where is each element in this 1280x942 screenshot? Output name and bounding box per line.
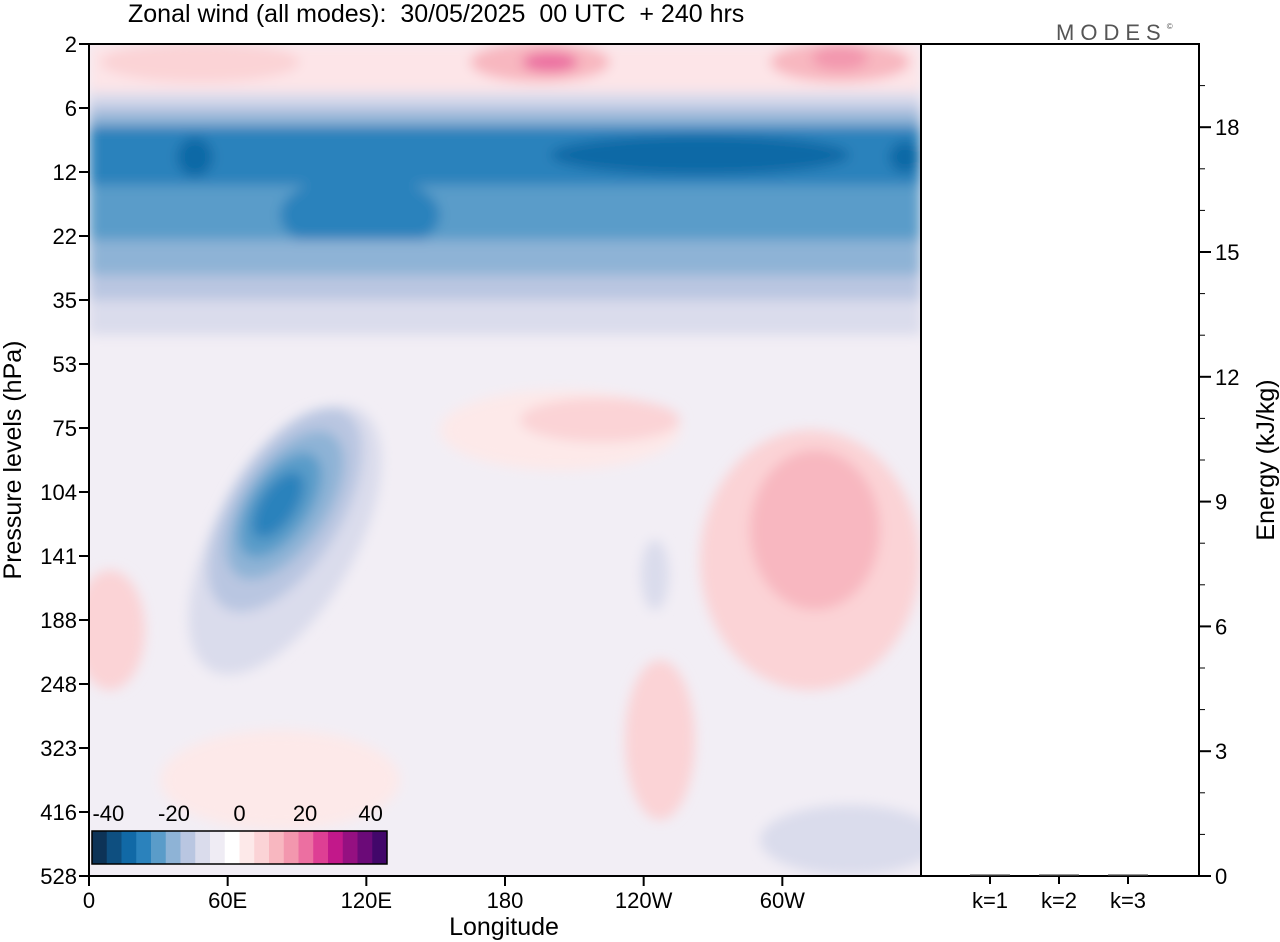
contour-pink-left	[89, 570, 145, 690]
colorbar-swatch	[210, 831, 226, 864]
x-tick-label: 60W	[760, 888, 805, 913]
chart-title: Zonal wind (all modes): 30/05/2025 00 UT…	[128, 0, 745, 28]
contour-band-lower-c	[89, 300, 921, 335]
y-tick-label: 35	[53, 288, 77, 313]
colorbar-swatch	[298, 831, 314, 864]
y-tick-label: 416	[40, 800, 77, 825]
y-tick-label: 248	[40, 672, 77, 697]
y-tick-label: 2	[65, 32, 77, 57]
colorbar-swatch	[372, 831, 388, 864]
contour-field	[89, 44, 921, 875]
contour-easterly-ext	[280, 175, 440, 255]
x-tick-label: 120E	[341, 888, 392, 913]
colorbar-swatch	[342, 831, 358, 864]
colorbar-swatch	[269, 831, 285, 864]
y-axis-energy: 0 3 6 9 12 15 18	[1199, 85, 1239, 889]
energy-bars	[970, 874, 1148, 876]
contour-easterly-core-a	[550, 135, 850, 175]
x-axis-longitude: 0 60E 120E 180 120W 60W	[83, 876, 805, 913]
brand-logo: MODES©	[1056, 20, 1173, 46]
colorbar-swatch	[195, 831, 211, 864]
contour-upper-pink-c	[522, 52, 578, 72]
y-axis-pressure: 2 6 12 22 35 53 75 104 141 188 248 323 416 528	[40, 32, 89, 889]
colorbar-swatch	[328, 831, 344, 864]
contour-pink-lower	[625, 660, 695, 820]
energy-tick-label: 6	[1215, 614, 1227, 639]
contour-transition-b	[89, 104, 921, 116]
mode-tick-label: k=1	[972, 888, 1008, 913]
colorbar-swatch	[239, 831, 255, 864]
colorbar-tick-label: 40	[358, 801, 382, 826]
energy-tick-label: 0	[1215, 864, 1227, 889]
colorbar-swatch	[313, 831, 329, 864]
contour-upper-pink-a	[100, 44, 300, 82]
colorbar-tick-label: 0	[233, 801, 245, 826]
colorbar-swatch	[92, 831, 108, 864]
colorbar-tick-label: 20	[293, 801, 317, 826]
colorbar-swatch	[224, 831, 240, 864]
energy-tick-label: 3	[1215, 739, 1227, 764]
colorbar-tick-label: -20	[158, 801, 190, 826]
y-tick-label: 188	[40, 608, 77, 633]
y-tick-label: 323	[40, 736, 77, 761]
y-tick-label: 6	[65, 96, 77, 121]
x-axis-modes: k=1 k=2 k=3	[972, 876, 1146, 913]
contour-transition-c	[89, 114, 921, 128]
y-axis-label: Pressure levels (hPa)	[0, 341, 27, 580]
y-tick-label: 22	[53, 224, 77, 249]
y-tick-label: 104	[40, 480, 77, 505]
y-tick-label: 75	[53, 416, 77, 441]
colorbar-swatch	[180, 831, 196, 864]
brand-text: MODES	[1056, 20, 1167, 45]
y-tick-label: 141	[40, 544, 77, 569]
colorbar-swatch	[106, 831, 122, 864]
y-tick-label: 53	[53, 352, 77, 377]
colorbar-swatch	[121, 831, 137, 864]
energy-tick-label: 18	[1215, 115, 1239, 140]
contour-band-lower-a	[89, 240, 921, 280]
contour-jet-core	[252, 471, 304, 539]
contour-blue-bottom	[760, 805, 921, 875]
x-tick-label: 0	[83, 888, 95, 913]
contour-pink-bottom	[160, 730, 400, 830]
colorbar-swatch	[357, 831, 373, 864]
colorbar-swatch	[151, 831, 167, 864]
energy-tick-label: 12	[1215, 365, 1239, 390]
mode-tick-label: k=2	[1041, 888, 1077, 913]
energy-frame	[920, 43, 1200, 877]
x-tick-label: 180	[487, 888, 524, 913]
colorbar-swatch	[136, 831, 152, 864]
contour-pink-right-b	[750, 450, 880, 610]
colorbar-tick-label: -40	[92, 801, 124, 826]
contour-pink-mid-b	[520, 398, 680, 442]
energy-axis-label: Energy (kJ/kg)	[1252, 379, 1280, 540]
colorbar-swatch	[283, 831, 299, 864]
colorbar-swatch	[165, 831, 181, 864]
energy-tick-label: 9	[1215, 490, 1227, 515]
colorbar-swatch	[254, 831, 270, 864]
contour-blue-small	[641, 540, 669, 610]
energy-bar	[1108, 874, 1148, 876]
colorbar: -40 -20 0 20 40	[91, 801, 388, 865]
x-axis-label: Longitude	[449, 913, 559, 941]
contour-upper-pink-e	[812, 46, 868, 70]
energy-bar	[970, 874, 1010, 876]
contour-easterly-core-c	[889, 141, 921, 173]
energy-bar	[1039, 874, 1079, 876]
energy-panel: 0 3 6 9 12 15 18 k=1 k=2 k=3 Energy (kJ/kg)	[920, 43, 1280, 913]
colorbar-frame	[91, 830, 388, 865]
x-tick-label: 60E	[208, 888, 247, 913]
contour-easterly-core-b	[177, 137, 213, 177]
brand-mark: ©	[1166, 22, 1173, 31]
x-tick-label: 120W	[615, 888, 673, 913]
y-tick-label: 528	[40, 864, 77, 889]
contour-plot: 2 6 12 22 35 53 75 104 141 188 248 323 416 528 0 60E 12…	[0, 32, 922, 941]
contour-transition-a	[89, 92, 921, 106]
y-tick-label: 12	[53, 160, 77, 185]
mode-tick-label: k=3	[1110, 888, 1146, 913]
energy-tick-label: 15	[1215, 240, 1239, 265]
